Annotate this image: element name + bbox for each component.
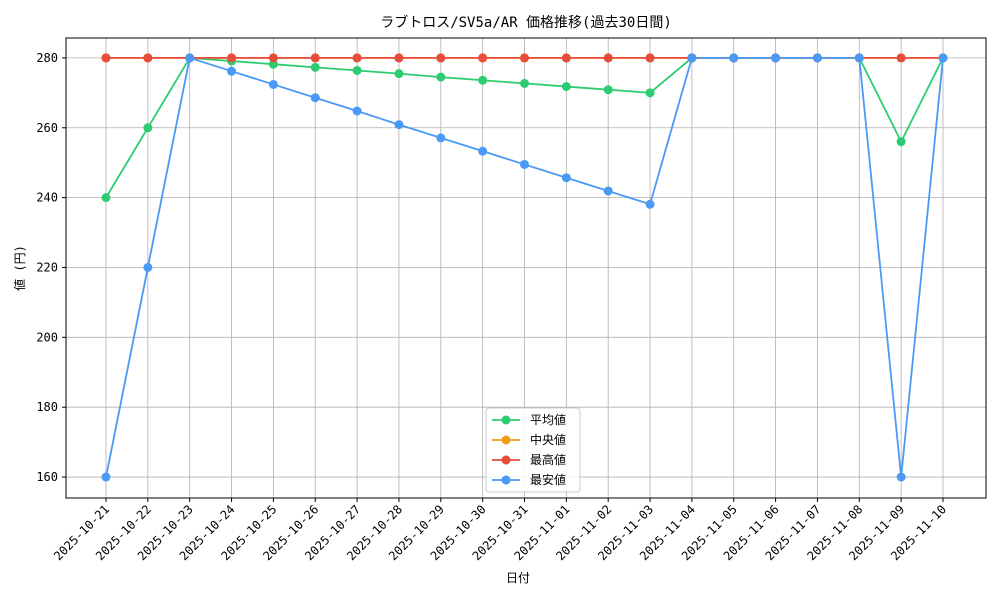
legend-marker xyxy=(501,435,511,445)
legend-label: 最高値 xyxy=(530,452,566,467)
data-point xyxy=(185,53,195,63)
data-point xyxy=(143,123,153,133)
data-point xyxy=(520,53,529,63)
data-point xyxy=(812,53,822,63)
data-point xyxy=(310,62,320,72)
data-point xyxy=(394,120,404,130)
data-point xyxy=(520,78,529,88)
legend-box xyxy=(485,407,581,493)
legend-marker xyxy=(501,415,511,425)
data-point xyxy=(394,69,404,79)
data-point xyxy=(227,66,237,76)
legend-label: 平均値 xyxy=(530,412,566,427)
data-point xyxy=(645,199,655,209)
data-point xyxy=(687,53,697,63)
legend-marker xyxy=(501,455,511,465)
data-point xyxy=(854,53,864,63)
data-point xyxy=(268,59,278,69)
data-point xyxy=(227,53,237,63)
data-point xyxy=(352,53,362,63)
data-point xyxy=(561,82,571,92)
y-tick-label: 260 xyxy=(36,121,58,135)
plot-frame xyxy=(65,37,987,499)
data-point xyxy=(101,193,111,203)
data-point xyxy=(603,85,613,95)
data-point xyxy=(603,53,613,63)
data-point xyxy=(561,173,571,183)
data-point xyxy=(394,53,404,63)
y-tick-label: 240 xyxy=(36,191,58,205)
data-point xyxy=(352,106,362,116)
data-point xyxy=(101,472,111,482)
data-point xyxy=(143,262,153,272)
y-tick-label: 160 xyxy=(36,470,58,484)
data-point xyxy=(645,53,655,63)
data-point xyxy=(938,53,948,63)
data-point xyxy=(603,186,613,196)
legend-label: 中央値 xyxy=(530,432,566,447)
y-tick-label: 280 xyxy=(36,51,58,65)
chart-title: ラブトロス/SV5a/AR 価格推移(過去30日間) xyxy=(380,14,672,31)
data-point xyxy=(729,53,739,63)
data-point xyxy=(896,53,906,63)
data-point xyxy=(101,53,111,63)
data-point xyxy=(478,75,488,85)
data-point xyxy=(645,88,655,98)
data-point xyxy=(268,79,278,89)
y-tick-label: 180 xyxy=(36,400,58,414)
y-tick-label: 220 xyxy=(36,260,58,274)
x-axis-label: 日付 xyxy=(506,571,530,585)
y-axis-label: 値 (円) xyxy=(12,245,27,291)
data-point xyxy=(310,93,320,103)
data-point xyxy=(896,137,906,147)
data-point xyxy=(478,146,488,156)
data-point xyxy=(436,53,446,63)
y-tick-label: 200 xyxy=(36,330,58,344)
data-point xyxy=(896,472,906,482)
legend-label: 最安値 xyxy=(530,472,566,487)
data-point xyxy=(436,72,446,82)
data-point xyxy=(436,133,446,143)
data-point xyxy=(520,159,529,169)
data-point xyxy=(771,53,781,63)
data-point xyxy=(143,53,153,63)
data-point xyxy=(352,65,362,75)
legend-marker xyxy=(501,475,511,485)
data-point xyxy=(310,53,320,63)
data-point xyxy=(478,53,488,63)
data-point xyxy=(268,53,278,63)
data-point xyxy=(561,53,571,63)
